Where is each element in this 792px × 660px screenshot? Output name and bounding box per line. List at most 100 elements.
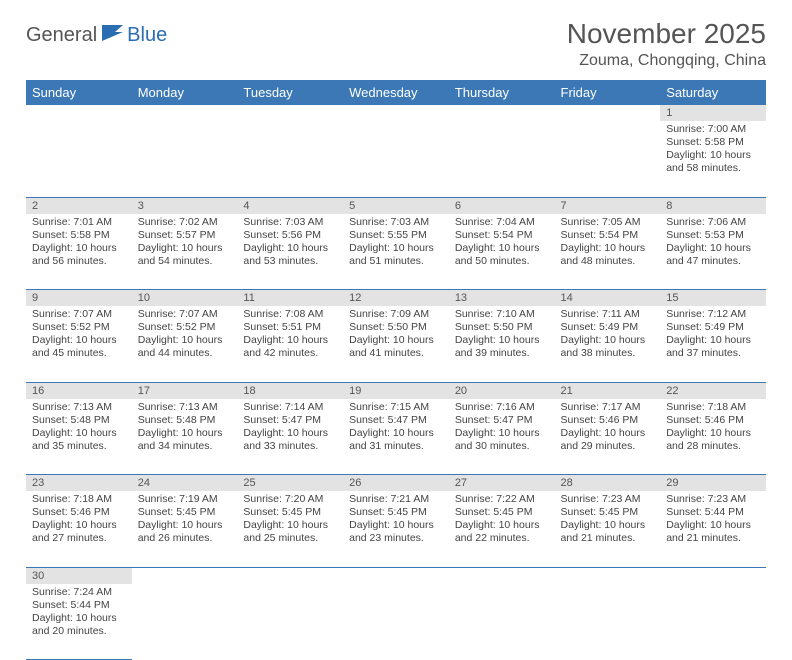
day-cell: Sunrise: 7:12 AMSunset: 5:49 PMDaylight:… [660,306,766,382]
weekday-header: Sunday [26,80,132,105]
day-number: 11 [237,290,343,307]
daylight-line: Daylight: 10 hours and 48 minutes. [561,242,655,268]
sunset-line: Sunset: 5:45 PM [561,506,655,519]
day-number [26,105,132,121]
day-cell: Sunrise: 7:01 AMSunset: 5:58 PMDaylight:… [26,214,132,290]
day-cell: Sunrise: 7:03 AMSunset: 5:55 PMDaylight:… [343,214,449,290]
day-cell: Sunrise: 7:07 AMSunset: 5:52 PMDaylight:… [132,306,238,382]
day-cell: Sunrise: 7:06 AMSunset: 5:53 PMDaylight:… [660,214,766,290]
day-content-row: Sunrise: 7:24 AMSunset: 5:44 PMDaylight:… [26,584,766,660]
day-cell: Sunrise: 7:02 AMSunset: 5:57 PMDaylight:… [132,214,238,290]
day-cell: Sunrise: 7:03 AMSunset: 5:56 PMDaylight:… [237,214,343,290]
day-number: 14 [555,290,661,307]
daylight-line: Daylight: 10 hours and 39 minutes. [455,334,549,360]
day-number: 21 [555,382,661,399]
day-number: 25 [237,475,343,492]
day-number [343,105,449,121]
daylight-line: Daylight: 10 hours and 42 minutes. [243,334,337,360]
day-number [660,567,766,584]
logo-text-general: General [26,24,97,47]
day-content: Sunrise: 7:18 AMSunset: 5:46 PMDaylight:… [26,491,132,550]
day-number: 28 [555,475,661,492]
sunset-line: Sunset: 5:45 PM [243,506,337,519]
day-content: Sunrise: 7:07 AMSunset: 5:52 PMDaylight:… [26,306,132,365]
sunrise-line: Sunrise: 7:14 AM [243,401,337,414]
sunrise-line: Sunrise: 7:05 AM [561,216,655,229]
day-number: 10 [132,290,238,307]
day-number [132,567,238,584]
daylight-line: Daylight: 10 hours and 58 minutes. [666,149,760,175]
day-cell [660,584,766,660]
daylight-line: Daylight: 10 hours and 44 minutes. [138,334,232,360]
header: General Blue November 2025 Zouma, Chongq… [26,18,766,70]
day-content: Sunrise: 7:23 AMSunset: 5:45 PMDaylight:… [555,491,661,550]
daylight-line: Daylight: 10 hours and 21 minutes. [561,519,655,545]
daynum-row: 16171819202122 [26,382,766,399]
day-content: Sunrise: 7:11 AMSunset: 5:49 PMDaylight:… [555,306,661,365]
daylight-line: Daylight: 10 hours and 28 minutes. [666,427,760,453]
day-content: Sunrise: 7:21 AMSunset: 5:45 PMDaylight:… [343,491,449,550]
sunset-line: Sunset: 5:50 PM [455,321,549,334]
day-cell: Sunrise: 7:24 AMSunset: 5:44 PMDaylight:… [26,584,132,660]
day-cell: Sunrise: 7:23 AMSunset: 5:45 PMDaylight:… [555,491,661,567]
day-content: Sunrise: 7:03 AMSunset: 5:56 PMDaylight:… [237,214,343,273]
sunrise-line: Sunrise: 7:11 AM [561,308,655,321]
day-content-row: Sunrise: 7:07 AMSunset: 5:52 PMDaylight:… [26,306,766,382]
day-content: Sunrise: 7:20 AMSunset: 5:45 PMDaylight:… [237,491,343,550]
day-number: 2 [26,197,132,214]
sunset-line: Sunset: 5:47 PM [455,414,549,427]
daylight-line: Daylight: 10 hours and 50 minutes. [455,242,549,268]
sunset-line: Sunset: 5:44 PM [666,506,760,519]
sunset-line: Sunset: 5:44 PM [32,599,126,612]
day-number: 13 [449,290,555,307]
day-content: Sunrise: 7:05 AMSunset: 5:54 PMDaylight:… [555,214,661,273]
daynum-row: 2345678 [26,197,766,214]
daylight-line: Daylight: 10 hours and 56 minutes. [32,242,126,268]
sunset-line: Sunset: 5:55 PM [349,229,443,242]
sunset-line: Sunset: 5:53 PM [666,229,760,242]
sunset-line: Sunset: 5:46 PM [666,414,760,427]
day-cell [343,584,449,660]
sunrise-line: Sunrise: 7:23 AM [561,493,655,506]
day-content: Sunrise: 7:08 AMSunset: 5:51 PMDaylight:… [237,306,343,365]
logo-text-blue: Blue [127,24,167,47]
sunrise-line: Sunrise: 7:01 AM [32,216,126,229]
day-cell: Sunrise: 7:21 AMSunset: 5:45 PMDaylight:… [343,491,449,567]
day-cell [237,584,343,660]
day-content-row: Sunrise: 7:18 AMSunset: 5:46 PMDaylight:… [26,491,766,567]
daynum-row: 1 [26,105,766,121]
sunset-line: Sunset: 5:52 PM [138,321,232,334]
day-cell: Sunrise: 7:23 AMSunset: 5:44 PMDaylight:… [660,491,766,567]
day-cell: Sunrise: 7:08 AMSunset: 5:51 PMDaylight:… [237,306,343,382]
sunset-line: Sunset: 5:46 PM [561,414,655,427]
day-number [555,567,661,584]
daylight-line: Daylight: 10 hours and 38 minutes. [561,334,655,360]
day-number: 17 [132,382,238,399]
day-cell: Sunrise: 7:11 AMSunset: 5:49 PMDaylight:… [555,306,661,382]
day-content: Sunrise: 7:12 AMSunset: 5:49 PMDaylight:… [660,306,766,365]
month-title: November 2025 [567,18,766,50]
day-content: Sunrise: 7:00 AMSunset: 5:58 PMDaylight:… [660,121,766,180]
day-content-row: Sunrise: 7:00 AMSunset: 5:58 PMDaylight:… [26,121,766,197]
day-content: Sunrise: 7:06 AMSunset: 5:53 PMDaylight:… [660,214,766,273]
day-cell: Sunrise: 7:14 AMSunset: 5:47 PMDaylight:… [237,399,343,475]
day-cell: Sunrise: 7:05 AMSunset: 5:54 PMDaylight:… [555,214,661,290]
day-content: Sunrise: 7:02 AMSunset: 5:57 PMDaylight:… [132,214,238,273]
daynum-row: 30 [26,567,766,584]
day-number: 26 [343,475,449,492]
day-content: Sunrise: 7:13 AMSunset: 5:48 PMDaylight:… [26,399,132,458]
day-number: 19 [343,382,449,399]
day-content: Sunrise: 7:01 AMSunset: 5:58 PMDaylight:… [26,214,132,273]
weekday-header: Monday [132,80,238,105]
daylight-line: Daylight: 10 hours and 30 minutes. [455,427,549,453]
daylight-line: Daylight: 10 hours and 25 minutes. [243,519,337,545]
day-number: 3 [132,197,238,214]
sunset-line: Sunset: 5:45 PM [455,506,549,519]
day-content: Sunrise: 7:22 AMSunset: 5:45 PMDaylight:… [449,491,555,550]
sunrise-line: Sunrise: 7:15 AM [349,401,443,414]
day-content: Sunrise: 7:04 AMSunset: 5:54 PMDaylight:… [449,214,555,273]
day-cell: Sunrise: 7:09 AMSunset: 5:50 PMDaylight:… [343,306,449,382]
day-cell: Sunrise: 7:18 AMSunset: 5:46 PMDaylight:… [660,399,766,475]
day-number [343,567,449,584]
day-number [449,105,555,121]
